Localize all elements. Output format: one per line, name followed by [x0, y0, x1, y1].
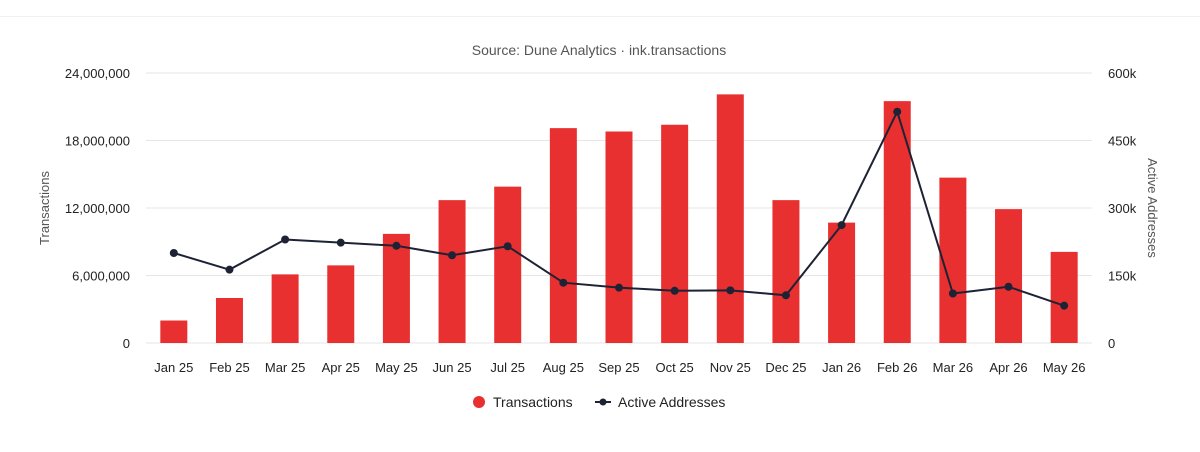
legend-active-addresses-label[interactable]: Active Addresses — [618, 394, 725, 410]
x-tick-label: May 26 — [1043, 360, 1086, 375]
transactions-bar[interactable] — [438, 200, 466, 343]
active-addresses-point[interactable] — [837, 221, 846, 230]
active-addresses-point[interactable] — [893, 107, 902, 116]
transactions-bar[interactable] — [382, 233, 410, 343]
legend-active-addresses-marker — [599, 398, 607, 406]
transactions-bar[interactable] — [883, 101, 911, 343]
x-tick-label: Feb 25 — [209, 360, 249, 375]
y-right-tick-label: 450k — [1108, 134, 1137, 149]
top-divider — [0, 16, 1200, 17]
legend[interactable]: Transactions Active Addresses — [473, 394, 725, 410]
transactions-bar[interactable] — [605, 131, 633, 344]
transactions-bar[interactable] — [160, 320, 188, 344]
transactions-bar[interactable] — [828, 222, 856, 343]
x-tick-label: Feb 26 — [877, 360, 917, 375]
active-addresses-point[interactable] — [781, 291, 790, 300]
transactions-bar[interactable] — [716, 94, 744, 343]
transactions-bar[interactable] — [327, 265, 355, 343]
x-tick-label: Jul 25 — [490, 360, 525, 375]
transactions-bar[interactable] — [939, 177, 967, 343]
active-addresses-point[interactable] — [559, 278, 568, 287]
x-tick-label: Jan 26 — [822, 360, 861, 375]
active-addresses-point[interactable] — [503, 242, 512, 251]
x-tick-label: Apr 26 — [989, 360, 1027, 375]
x-tick-label: Jan 25 — [154, 360, 193, 375]
active-addresses-point[interactable] — [448, 251, 457, 260]
y-right-tick-label: 0 — [1108, 336, 1115, 351]
active-addresses-point[interactable] — [281, 235, 290, 244]
active-addresses-point[interactable] — [615, 283, 623, 292]
active-addresses-point[interactable] — [336, 238, 345, 247]
x-tick-label: Mar 25 — [265, 360, 305, 375]
x-tick-label: Sep 25 — [598, 360, 639, 375]
y-left-tick-label: 18,000,000 — [65, 134, 130, 149]
legend-transactions-label[interactable]: Transactions — [493, 394, 573, 410]
y-left-tick-label: 6,000,000 — [72, 269, 130, 284]
x-tick-label: Apr 25 — [322, 360, 360, 375]
transactions-bar[interactable] — [772, 200, 800, 343]
x-tick-label: Aug 25 — [543, 360, 584, 375]
active-addresses-point[interactable] — [392, 241, 401, 250]
active-addresses-point[interactable] — [225, 265, 234, 274]
x-tick-label: Dec 25 — [765, 360, 806, 375]
y-right-tick-label: 300k — [1108, 201, 1137, 216]
active-addresses-line — [169, 107, 1069, 310]
transactions-bar[interactable] — [995, 209, 1023, 343]
transactions-bar[interactable] — [1050, 251, 1078, 343]
active-addresses-point[interactable] — [169, 249, 178, 257]
y-left-tick-label: 24,000,000 — [65, 66, 130, 81]
transactions-bars — [160, 94, 1078, 344]
active-addresses-point[interactable] — [1060, 301, 1069, 310]
transactions-bar[interactable] — [271, 274, 299, 343]
y-axis-right-title: Active Addresses — [1145, 158, 1160, 258]
y-left-tick-label: 12,000,000 — [65, 201, 130, 216]
x-tick-label: May 25 — [375, 360, 418, 375]
transactions-bar[interactable] — [215, 298, 243, 343]
y-axis-left-title: Transactions — [37, 171, 52, 245]
transactions-bar[interactable] — [661, 124, 689, 343]
legend-transactions-swatch — [473, 396, 485, 408]
axis-ticks: 0 0 6,000,000 150k 12,000,000 300k 18,000,000 4… — [65, 66, 1137, 375]
active-addresses-point[interactable] — [726, 286, 735, 295]
chart-title: Source: Dune Analytics · ink.transaction… — [472, 42, 726, 58]
x-tick-label: Jun 25 — [433, 360, 472, 375]
x-tick-label: Oct 25 — [655, 360, 693, 375]
transactions-bar[interactable] — [494, 186, 522, 343]
active-addresses-point[interactable] — [1004, 282, 1013, 291]
y-right-tick-label: 600k — [1108, 66, 1137, 81]
y-right-tick-label: 150k — [1108, 269, 1137, 284]
x-tick-label: Nov 25 — [710, 360, 751, 375]
x-tick-label: Mar 26 — [933, 360, 973, 375]
active-addresses-point[interactable] — [948, 289, 957, 298]
y-left-tick-label: 0 — [123, 336, 130, 351]
transactions-bar[interactable] — [549, 128, 577, 343]
active-addresses-point[interactable] — [670, 286, 679, 295]
